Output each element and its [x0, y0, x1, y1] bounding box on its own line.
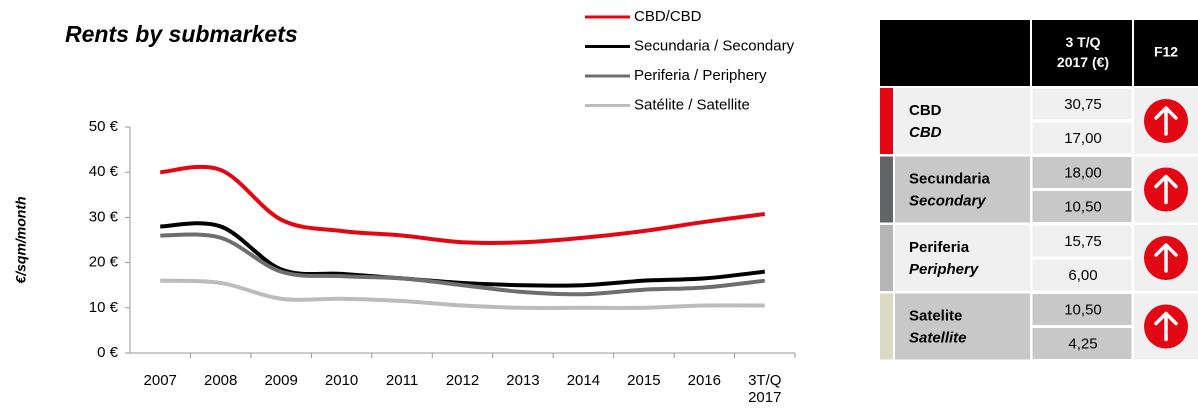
row-color-bar: [880, 225, 893, 291]
value-text: 10,50: [1064, 301, 1102, 318]
value-cell: [1031, 190, 1133, 223]
series-line: [160, 164, 766, 245]
row-color-bar: [880, 156, 893, 223]
legend-label: Satélite / Satellite: [634, 96, 750, 113]
row-label-cell: [895, 156, 1030, 223]
x-tick-label: 2007: [144, 372, 177, 389]
value-text: 30,75: [1064, 96, 1102, 113]
x-tick-label: 2014: [567, 372, 600, 389]
table-header: [880, 20, 1198, 86]
row-label-cell: [895, 293, 1030, 360]
series-line: [160, 221, 765, 288]
row-name-en: Satellite: [909, 329, 967, 346]
x-tick-label: 2013: [506, 372, 539, 389]
row-name: CBD: [909, 102, 942, 119]
legend-label: CBD/CBD: [634, 8, 702, 25]
row-name-en: Periphery: [909, 261, 979, 278]
row-name: Secundaria: [909, 170, 991, 187]
table-header-cell: F12: [1154, 44, 1178, 60]
x-tick-label: 3T/Q 2017: [748, 372, 781, 405]
y-axis-label: €/sqm/month: [13, 196, 29, 283]
up-arrow-icon: [1154, 174, 1178, 205]
value-cell: [1031, 293, 1133, 326]
row-label-cell: [895, 88, 1030, 154]
x-tick-label: 2010: [325, 372, 358, 389]
x-tick-label: 2009: [264, 372, 297, 389]
y-tick-label: 30 €: [89, 208, 119, 225]
up-arrow-icon: [1154, 243, 1178, 273]
row-color-bar: [880, 88, 893, 154]
value-text: 4,25: [1068, 335, 1097, 352]
y-tick-label: 0 €: [97, 344, 119, 361]
x-tick-label: 2008: [204, 372, 237, 389]
row-label-cell: [895, 225, 1030, 291]
value-cell: [1031, 87, 1133, 121]
y-tick-label: 50 €: [89, 118, 119, 135]
table-header-cell: 3 T/Q 2017 (€): [1057, 34, 1109, 70]
series-line: [160, 278, 765, 310]
up-arrow-icon: [1154, 106, 1178, 136]
row-name: Satelite: [909, 307, 962, 324]
y-tick-label: 40 €: [89, 163, 119, 180]
x-tick-label: 2011: [386, 372, 418, 389]
value-text: 18,00: [1064, 164, 1102, 181]
value-text: 17,00: [1064, 130, 1102, 147]
legend-label: Periferia / Periphery: [634, 67, 767, 84]
value-cell: [1031, 258, 1133, 292]
value-text: 10,50: [1064, 198, 1102, 215]
value-cell: [1031, 224, 1133, 258]
x-tick-label: 2016: [688, 372, 721, 389]
row-name: Periferia: [909, 239, 970, 256]
up-arrow-icon: [1154, 311, 1178, 342]
y-tick-label: 20 €: [89, 254, 119, 271]
value-cell: [1031, 156, 1133, 189]
row-name-en: Secondary: [909, 192, 986, 209]
chart-title: Rents by submarkets: [65, 21, 298, 47]
value-text: 6,00: [1068, 267, 1097, 284]
series-line: [160, 232, 765, 297]
value-cell: [1031, 327, 1133, 360]
legend-label: Secundaria / Secondary: [634, 37, 795, 54]
x-tick-label: 2015: [627, 372, 660, 389]
x-tick-label: 2012: [446, 372, 479, 389]
row-color-bar: [880, 293, 893, 360]
value-text: 15,75: [1064, 233, 1102, 250]
value-cell: [1031, 121, 1133, 155]
row-name-en: CBD: [909, 124, 942, 141]
y-tick-label: 10 €: [89, 299, 119, 316]
